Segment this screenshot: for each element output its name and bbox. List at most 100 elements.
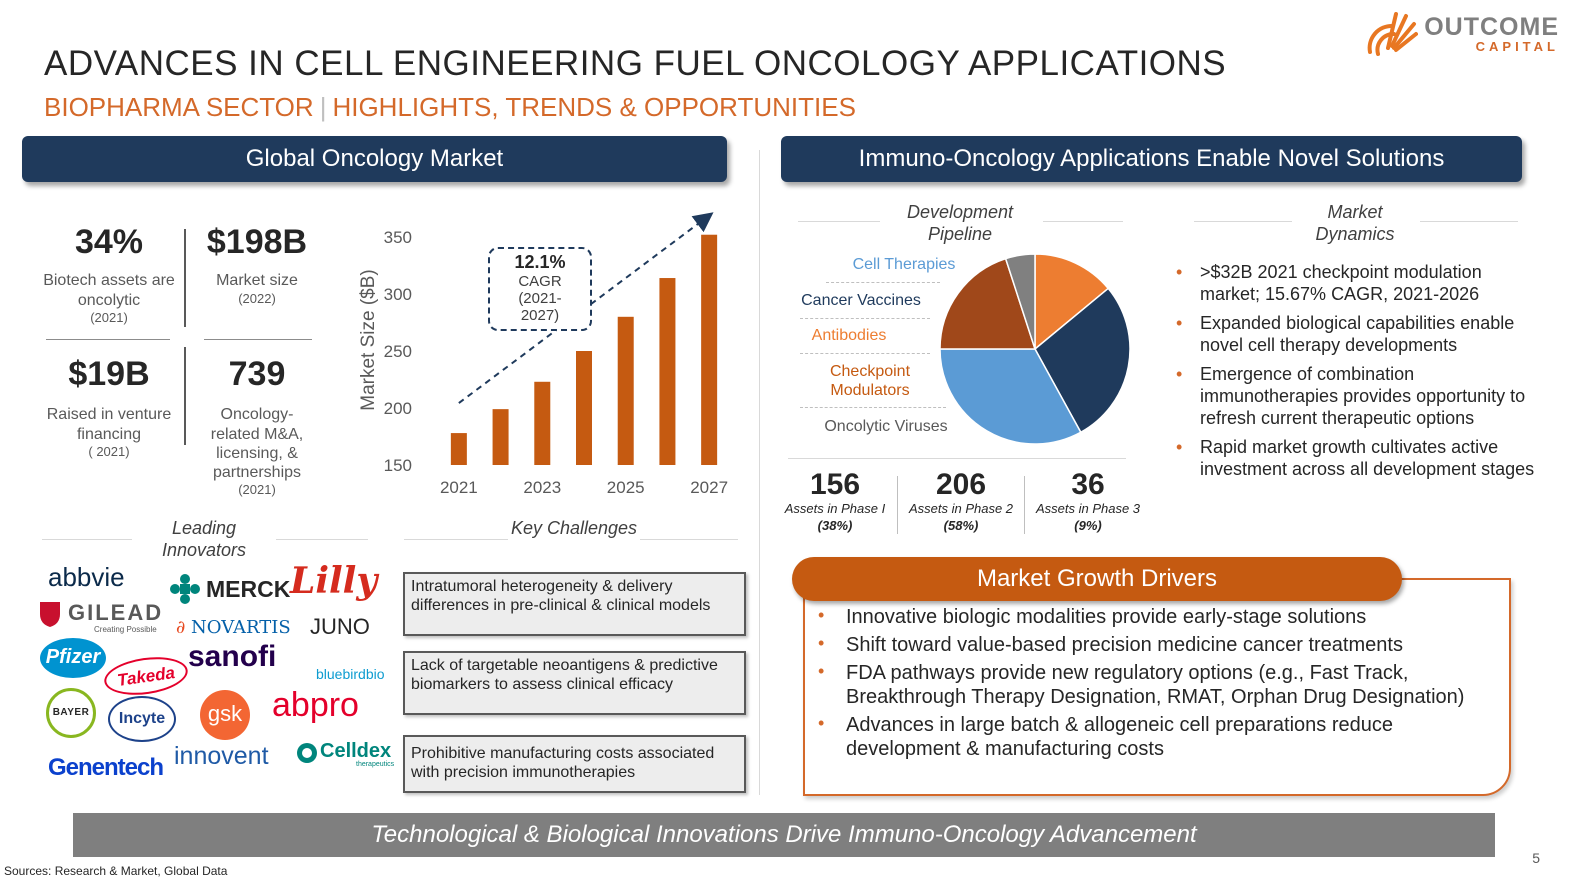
section-rule — [640, 539, 738, 540]
global-oncology-market-header: Global Oncology Market — [22, 136, 727, 182]
market-dynamics-label: Market Dynamics — [1315, 202, 1395, 244]
stat-year: ( 2021) — [88, 443, 130, 459]
challenge-box: Intratumoral heterogeneity & delivery di… — [403, 572, 746, 636]
bar-2027 — [701, 234, 718, 465]
pfizer-logo: Pfizer — [40, 638, 106, 678]
x-tick-label: 2025 — [607, 478, 645, 497]
sanofi-logo: sanofi — [188, 640, 277, 673]
y-tick-label: 350 — [384, 228, 412, 247]
stat-year: (2021) — [238, 482, 276, 498]
innovent-logo: innovent — [174, 742, 269, 770]
phase-count: 36 — [1071, 468, 1105, 501]
page-number: 5 — [1532, 850, 1540, 866]
bar-2026 — [659, 278, 676, 465]
stat-divider — [184, 347, 186, 445]
y-tick-label: 150 — [384, 456, 412, 475]
gsk-logo: gsk — [200, 690, 250, 740]
stat-market-size: $198B Market size (2022) — [192, 223, 322, 307]
juno-logo: JUNO — [310, 614, 370, 639]
list-item: Emergence of combination immunotherapies… — [1172, 364, 1540, 429]
list-item: >$32B 2021 checkpoint modulation market;… — [1172, 262, 1540, 305]
section-rule — [42, 539, 132, 540]
list-item: Shift toward value-based precision medic… — [804, 633, 1484, 657]
section-rule — [1194, 221, 1292, 222]
challenge-box: Prohibitive manufacturing costs associat… — [403, 735, 746, 793]
x-tick-label: 2021 — [440, 478, 478, 497]
stat-m-and-a: 739 Oncology-related M&A, licensing, & p… — [200, 355, 314, 499]
genentech-logo: Genentech — [48, 754, 164, 781]
growth-drivers-list: Innovative biologic modalities provide e… — [804, 605, 1484, 765]
novartis-logo: ∂ NOVARTIS — [176, 617, 291, 638]
abpro-logo: abpro — [272, 686, 359, 724]
celldex-icon — [296, 742, 318, 764]
cagr-callout: 12.1% CAGR (2021-2027) — [488, 247, 592, 331]
incyte-logo: Incyte — [108, 696, 176, 742]
bluebird-logo: bluebirdbio — [316, 666, 385, 682]
logo-line-1: OUTCOME — [1424, 13, 1559, 41]
development-pipeline-label: Development Pipeline — [906, 202, 1014, 244]
bar-2025 — [617, 316, 634, 465]
bayer-logo: BAYER — [46, 688, 96, 738]
market-size-bar-chart: Market Size ($B) 150 200 250 300 350 2021 202… — [358, 212, 728, 497]
abbvie-logo: abbvie — [48, 562, 125, 592]
page-title: ADVANCES IN CELL ENGINEERING FUEL ONCOLO… — [44, 44, 1227, 83]
legend-separator — [800, 318, 930, 319]
bar-2024 — [576, 351, 592, 465]
gilead-logo: GILEAD — [68, 600, 164, 625]
pie-label-cancer-vaccines: Cancer Vaccines — [801, 292, 921, 309]
outcome-capital-logo: OUTCOME CAPITAL — [1366, 12, 1559, 56]
bar-2021 — [450, 433, 467, 465]
growth-drivers-header: Market Growth Drivers — [792, 557, 1402, 601]
page-subtitle: BIOPHARMA SECTOR | HIGHLIGHTS, TRENDS & OP… — [44, 92, 856, 123]
stat-label: Raised in venture financing — [46, 406, 172, 443]
phase-1-stat: 156 Assets in Phase I (38%) — [776, 468, 894, 533]
novartis-logo-text: NOVARTIS — [191, 617, 291, 638]
cagr-label: CAGR — [518, 272, 562, 290]
section-rule — [798, 221, 880, 222]
gilead-tagline: Creating Possible — [94, 625, 157, 634]
panel-divider — [759, 150, 760, 795]
pie-slice-cell-therapies — [1034, 253, 1110, 351]
cagr-value: 12.1% — [514, 252, 566, 272]
key-challenges-label: Key Challenges — [510, 518, 638, 538]
stat-label: Oncology-related M&A, licensing, & partn… — [210, 406, 304, 481]
section-rule — [788, 458, 1126, 459]
stat-year: (2021) — [90, 309, 128, 325]
sunburst-logo-icon — [1367, 12, 1419, 56]
merck-logo: MERCK — [206, 576, 291, 602]
stat-label: Biotech assets are oncolytic — [43, 272, 175, 309]
lilly-logo: Lilly — [290, 560, 378, 602]
leading-innovators-label: Leading Innovators — [161, 518, 247, 560]
pie-label-checkpoint-modulators: Checkpoint Modulators — [829, 363, 911, 400]
pie-label-cell-therapies: Cell Therapies — [852, 256, 956, 273]
stat-value: 739 — [228, 355, 286, 393]
section-rule — [1043, 221, 1123, 222]
subtitle-separator: | — [319, 92, 327, 122]
phase-3-stat: 36 Assets in Phase 3 (9%) — [1028, 468, 1148, 533]
stat-divider — [46, 339, 170, 340]
takeda-logo: Takeda — [101, 652, 191, 700]
list-item: Innovative biologic modalities provide e… — [804, 605, 1484, 629]
bar-2022 — [492, 409, 509, 465]
section-rule — [276, 539, 368, 540]
footer-banner: Technological & Biological Innovations D… — [73, 813, 1495, 857]
phase-percent: (58%) — [943, 517, 979, 533]
stat-divider — [184, 229, 186, 327]
section-rule — [1420, 221, 1518, 222]
phase-divider — [1024, 476, 1025, 534]
stat-divider — [204, 339, 312, 340]
novartis-flame-icon: ∂ — [176, 617, 186, 638]
logo-line-2: CAPITAL — [1475, 39, 1559, 54]
phase-count: 156 — [809, 468, 861, 501]
phase-divider — [897, 476, 898, 534]
subtitle-highlights: HIGHLIGHTS, TRENDS & OPPORTUNITIES — [332, 92, 856, 122]
legend-separator — [826, 282, 940, 283]
stat-biotech-oncolytic: 34% Biotech assets are oncolytic (2021) — [38, 223, 180, 327]
gilead-shield-icon — [38, 600, 62, 628]
legend-separator — [800, 353, 930, 354]
phase-percent: (38%) — [817, 517, 853, 533]
y-tick-label: 250 — [384, 342, 412, 361]
list-item: Rapid market growth cultivates active in… — [1172, 437, 1540, 480]
stat-venture-financing: $19B Raised in venture financing ( 2021) — [38, 355, 180, 461]
phase-count: 206 — [935, 468, 987, 501]
